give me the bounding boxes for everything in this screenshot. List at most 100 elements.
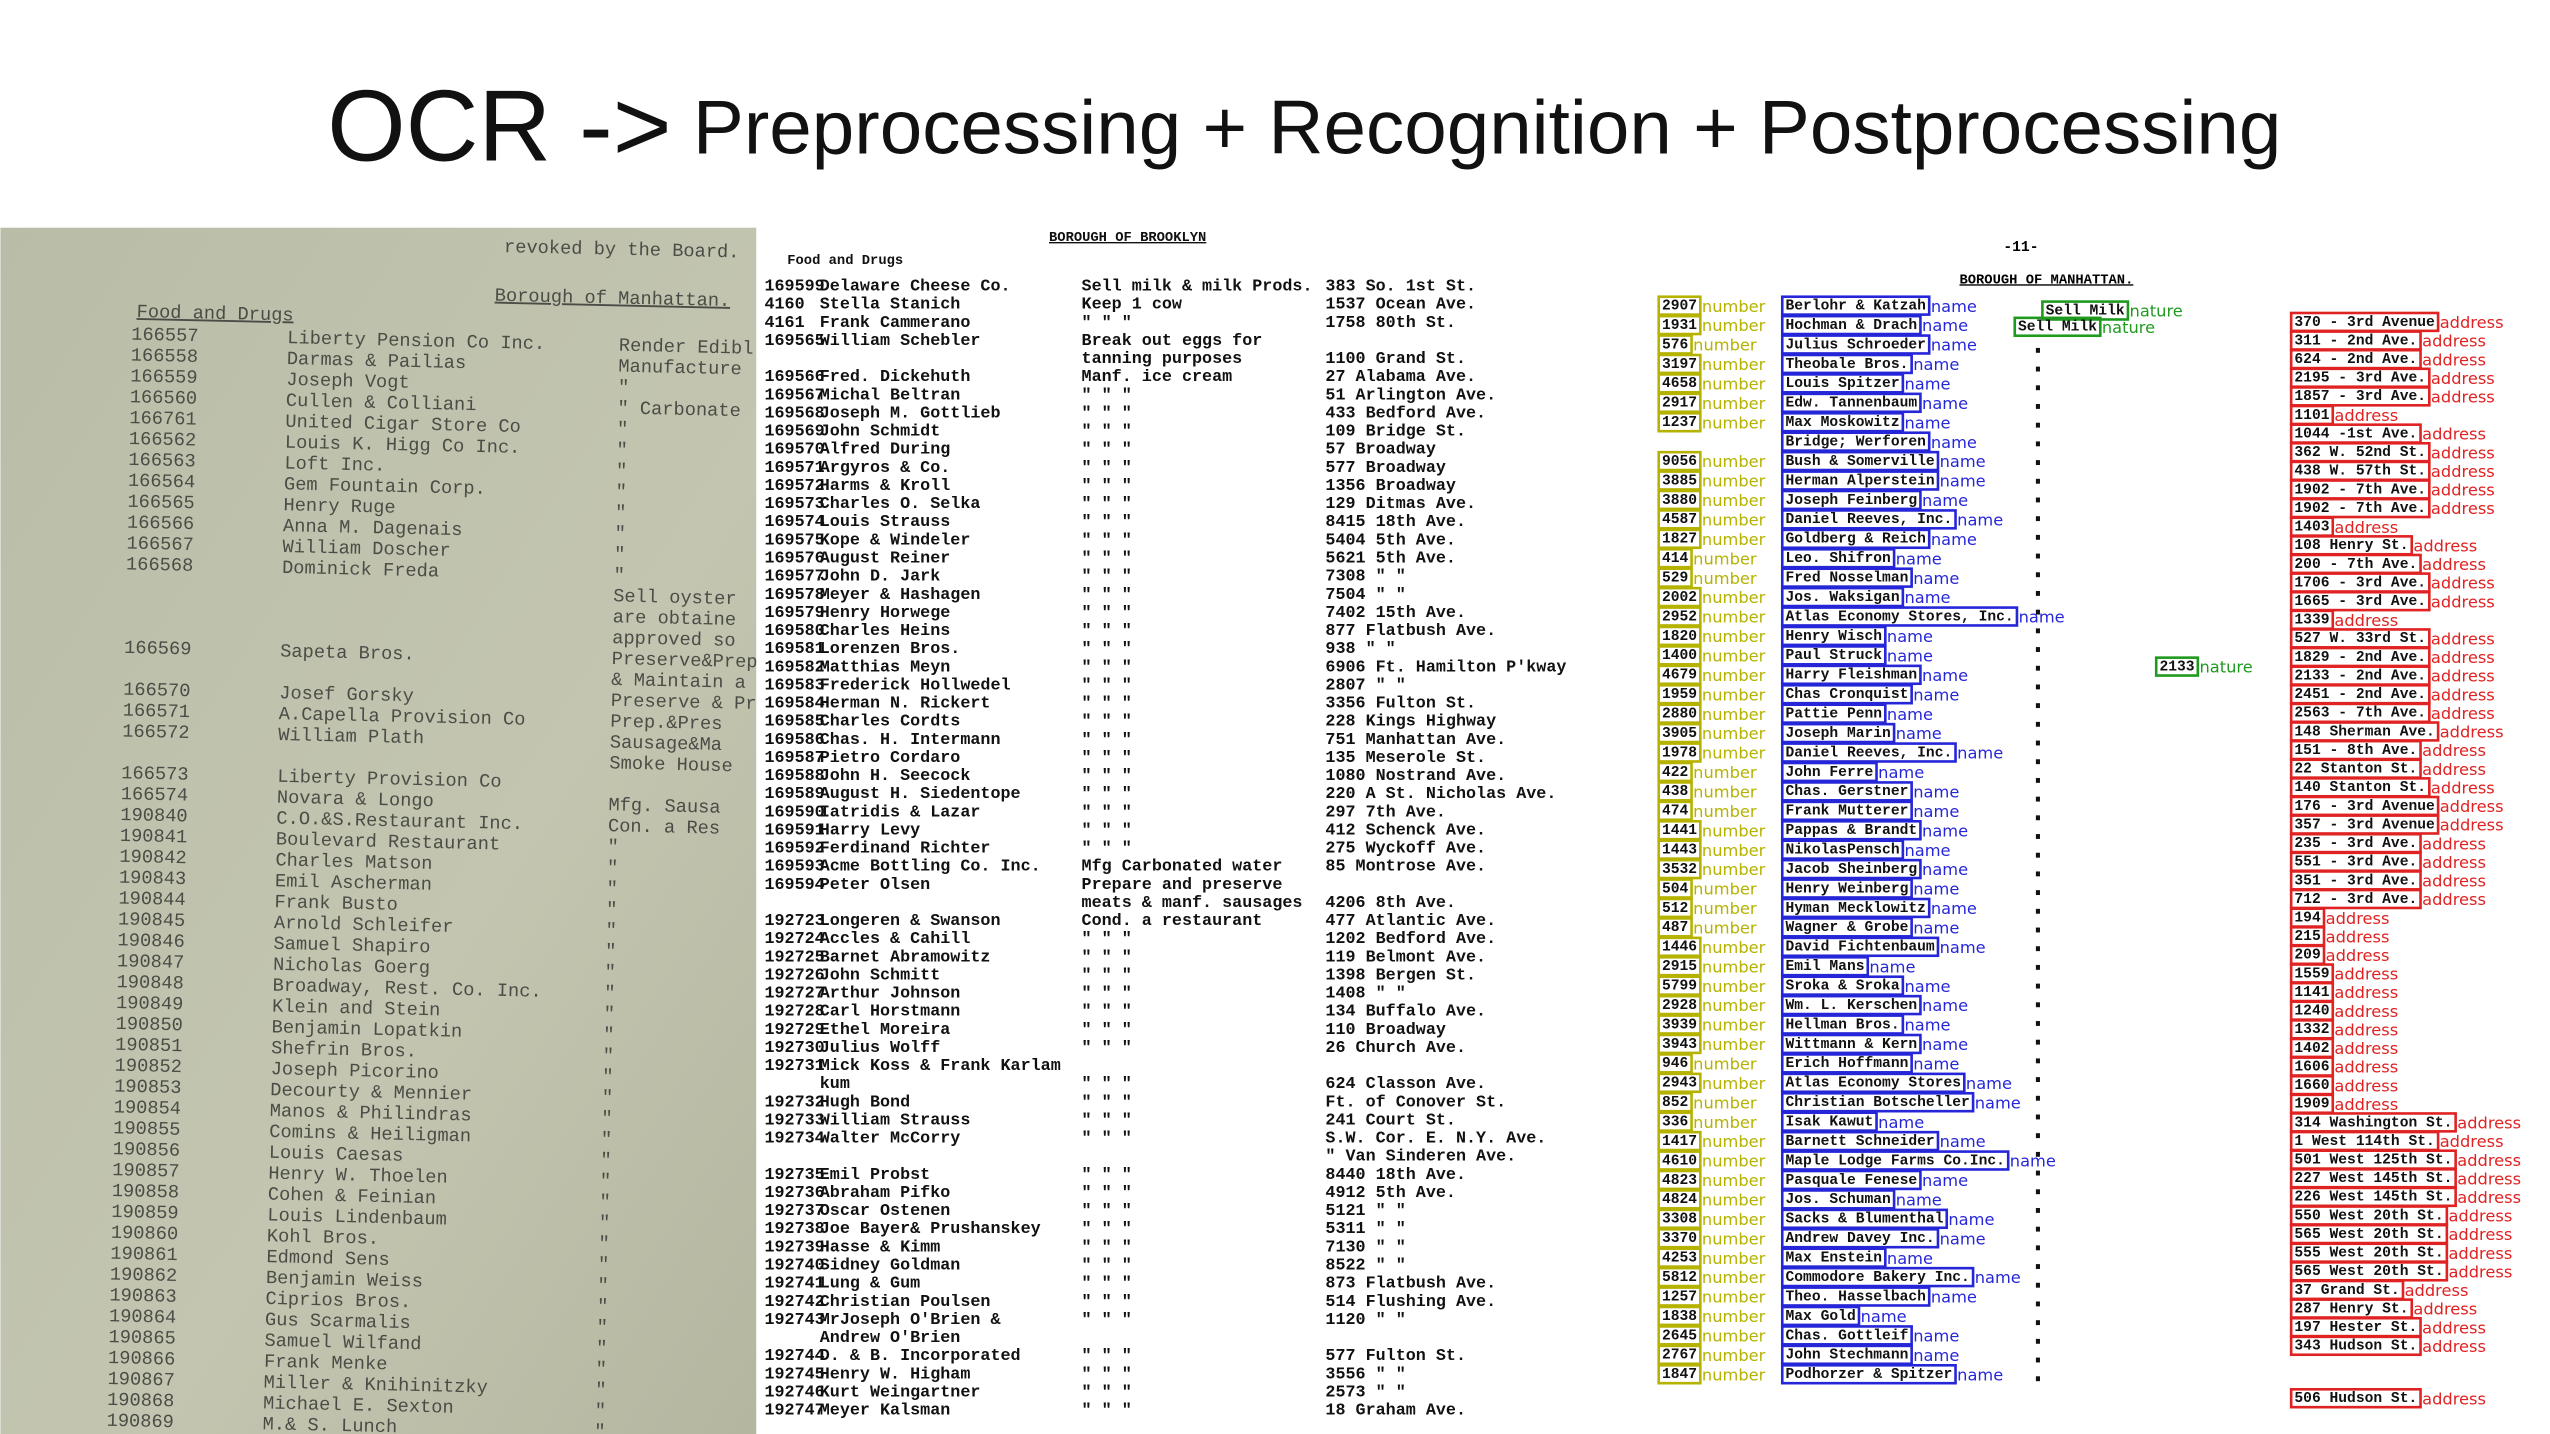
record-address: 228 Kings Highway bbox=[1325, 713, 1496, 732]
name-box bbox=[1780, 858, 1922, 880]
name-label: name bbox=[1913, 1327, 1959, 1346]
name-box bbox=[1780, 450, 1940, 472]
record-name: Louis Lindenbaum bbox=[267, 1204, 447, 1230]
number: 2645 bbox=[1662, 1328, 1697, 1344]
record-business: " " " bbox=[1082, 622, 1132, 641]
address-label: address bbox=[2422, 350, 2486, 369]
record-name: Frederick Hollwedel bbox=[820, 676, 1011, 695]
name-box bbox=[1780, 975, 1905, 996]
record-business: " " " bbox=[1082, 1220, 1132, 1239]
record-address: 412 Schenck Ave. bbox=[1325, 821, 1486, 840]
number: 1257 bbox=[1662, 1289, 1697, 1305]
name-label: name bbox=[1975, 1093, 2021, 1112]
record-address: 514 Flushing Ave. bbox=[1325, 1293, 1496, 1312]
record-name: Meyer & Hashagen bbox=[820, 586, 981, 605]
name-label: name bbox=[1904, 1016, 1950, 1035]
record-number: 169570 bbox=[764, 441, 824, 460]
address-label: address bbox=[2422, 872, 2486, 891]
record-number: 190866 bbox=[108, 1347, 176, 1371]
address: 370 - 3rd Avenue bbox=[2294, 315, 2435, 331]
name: Max Gold bbox=[1786, 1309, 1856, 1325]
name: Bush & Somerville bbox=[1786, 454, 1935, 470]
address: 314 Washington St. bbox=[2294, 1115, 2452, 1131]
record-name: Joe Bayer& Prushanskey bbox=[820, 1220, 1041, 1239]
number-label: number bbox=[1702, 821, 1766, 840]
record-address: 1080 Nostrand Ave. bbox=[1325, 767, 1506, 786]
name: Atlas Economy Stores, Inc. bbox=[1786, 609, 2014, 625]
record-number: 190853 bbox=[114, 1076, 182, 1100]
paper-photo bbox=[0, 227, 757, 1434]
scan bbox=[756, 227, 1594, 1434]
address: 2563 - 7th Ave. bbox=[2294, 706, 2426, 722]
name-box bbox=[1780, 295, 1931, 316]
record-number: 169594 bbox=[764, 876, 824, 895]
name-label: name bbox=[1922, 316, 1968, 335]
record-name: Benjamin Weiss bbox=[266, 1267, 423, 1293]
record-business: " " " bbox=[1082, 423, 1132, 442]
record-name: Meyer Kalsman bbox=[820, 1402, 951, 1421]
name-label: name bbox=[1922, 996, 1968, 1015]
record-number: 169579 bbox=[764, 604, 824, 623]
number: 852 bbox=[1662, 1095, 1688, 1111]
name-box bbox=[1780, 703, 1887, 724]
record-number: 192747 bbox=[764, 1402, 824, 1421]
record-number: 190842 bbox=[119, 846, 187, 870]
address: 151 - 8th Ave. bbox=[2294, 743, 2417, 759]
number-box bbox=[1657, 373, 1702, 394]
record-business: " bbox=[594, 1421, 606, 1434]
address: 362 W. 52nd St. bbox=[2294, 445, 2426, 461]
ditto-dot bbox=[2035, 796, 2040, 802]
record-number: 192733 bbox=[764, 1111, 824, 1130]
address-label: address bbox=[2431, 685, 2495, 704]
name: Fred Nosselman bbox=[1786, 571, 1909, 587]
ditto-dot bbox=[2035, 665, 2040, 671]
name-box bbox=[1780, 1189, 1896, 1210]
number-box bbox=[1657, 625, 1702, 647]
record-business: " bbox=[617, 418, 629, 440]
name: Hellman Bros. bbox=[1786, 1017, 1900, 1033]
address-label: address bbox=[2440, 313, 2504, 332]
record-name: Josef Gorsky bbox=[279, 682, 414, 707]
record-business: Manufacture bbox=[618, 356, 742, 381]
name: Chas. Gottleif bbox=[1786, 1328, 1909, 1344]
record-address: 7308 " " bbox=[1325, 568, 1405, 587]
record-name: MrJoseph O'Brien & bbox=[820, 1311, 1001, 1330]
record-number: 192723 bbox=[764, 912, 824, 931]
record-name: Frank Cammerano bbox=[820, 314, 971, 333]
number-box bbox=[1657, 1111, 1693, 1132]
number-box bbox=[1657, 800, 1693, 822]
number: 4824 bbox=[1662, 1192, 1697, 1208]
record-address: 85 Montrose Ave. bbox=[1325, 858, 1486, 877]
record-business: " " " bbox=[1082, 1238, 1132, 1257]
name-label: name bbox=[1922, 821, 1968, 840]
record-name: Decourty & Mennier bbox=[270, 1079, 472, 1106]
record-business: " " " bbox=[1082, 1184, 1132, 1203]
record-business: " bbox=[604, 961, 616, 983]
address: 1706 - 3rd Ave. bbox=[2294, 575, 2426, 591]
nature-box bbox=[2013, 316, 2102, 338]
record-number: 190846 bbox=[117, 929, 185, 953]
record-number: 192746 bbox=[764, 1383, 824, 1402]
record-business: " " " bbox=[1082, 821, 1132, 840]
number-box bbox=[1657, 1228, 1702, 1249]
record-number: 192725 bbox=[764, 948, 824, 967]
record-business: approved so bbox=[612, 627, 736, 652]
number-box bbox=[1657, 1130, 1702, 1152]
address: 215 bbox=[2294, 929, 2321, 945]
record-address: 8415 18th Ave. bbox=[1325, 513, 1466, 532]
address: 1403 bbox=[2294, 520, 2329, 536]
number-box bbox=[1657, 1325, 1702, 1346]
record-business: " bbox=[613, 564, 625, 586]
address-label: address bbox=[2440, 1132, 2504, 1151]
name: Henry Wisch bbox=[1786, 629, 1883, 645]
ditto-dot bbox=[2035, 1151, 2040, 1157]
number: 3939 bbox=[1662, 1017, 1697, 1033]
right-annotations: -11- BOROUGH OF MANHATTAN. 2907 number Berlo… bbox=[1657, 240, 2521, 1409]
record-number: 169588 bbox=[764, 767, 824, 786]
record-address: 751 Manhattan Ave. bbox=[1325, 731, 1506, 750]
ditto-dot bbox=[2035, 1189, 2040, 1195]
name: Bridge; Werforen bbox=[1786, 435, 1926, 451]
number-box bbox=[1657, 1247, 1702, 1268]
name: Paul Struck bbox=[1786, 648, 1883, 664]
record-number: 166557 bbox=[131, 324, 199, 348]
